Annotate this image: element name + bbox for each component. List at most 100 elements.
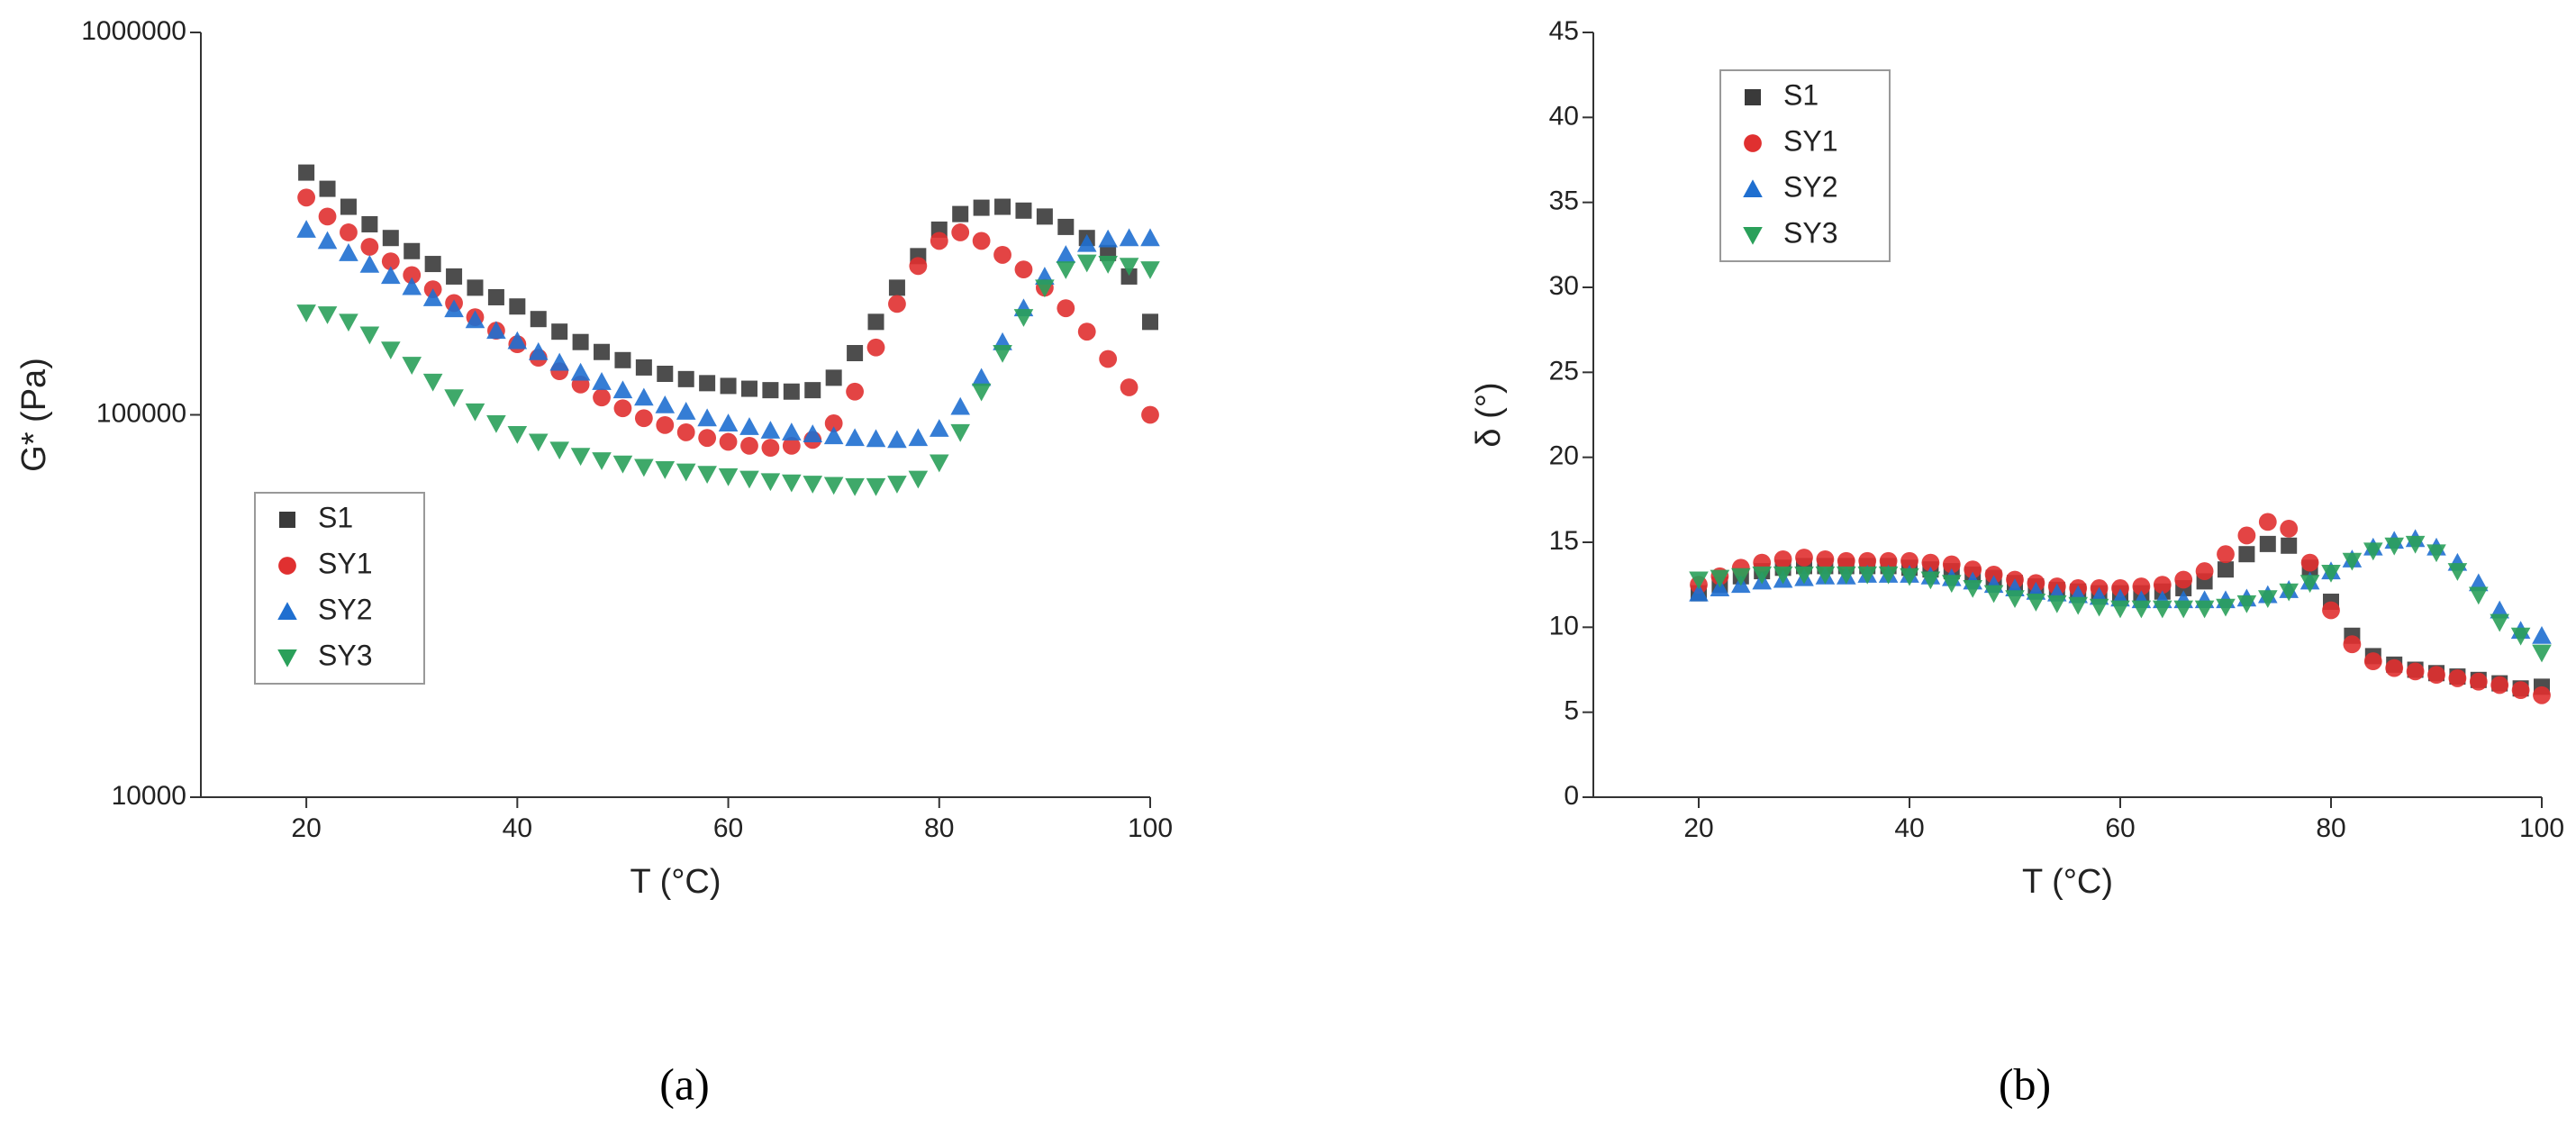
marker [1119,258,1139,277]
series [1690,513,2551,704]
marker [1140,228,1160,247]
marker [2405,535,2426,554]
marker [2533,686,2551,704]
marker [2490,600,2509,619]
marker [634,459,654,477]
marker [951,223,970,241]
marker [2047,595,2067,613]
marker [1035,279,1055,298]
marker [2026,594,2046,612]
marker [278,557,296,575]
legend-label: SY2 [318,593,372,625]
y-tick-label: 20 [1549,441,1579,471]
x-tick-label: 100 [1128,813,1173,843]
marker [846,382,864,401]
marker [1057,299,1075,318]
marker [1120,378,1138,396]
marker [593,388,611,407]
marker [2258,513,2277,531]
marker [1142,313,1158,331]
marker [612,455,633,474]
series [296,220,1160,449]
marker [465,310,485,329]
x-tick-label: 40 [1894,813,1924,843]
y-tick-label: 10 [1549,611,1579,640]
marker [2448,669,2467,687]
marker [1076,254,1097,273]
marker [530,311,547,328]
y-axis-title: G* (Pa) [15,358,53,472]
marker [1984,565,2003,584]
marker [298,164,315,181]
marker [2259,535,2276,552]
marker [782,436,801,455]
marker [1077,322,1096,341]
marker [2532,644,2552,663]
marker [2153,600,2172,619]
marker [1964,560,1982,579]
marker [2406,662,2425,681]
marker [1816,549,1835,568]
marker [1099,350,1118,368]
marker [2447,563,2468,581]
chart-panel: 10000 100000 1000000 20 40 60 80 100 T (°C) G* (P… [15,16,1173,1110]
marker [1057,218,1075,235]
marker [612,380,633,399]
marker [297,188,316,207]
x-axis-title: T (°C) [630,863,721,901]
marker [444,299,464,318]
marker [1098,256,1118,274]
marker [698,429,717,448]
marker [2427,666,2445,685]
marker [1921,553,1940,572]
marker [381,341,401,360]
marker [950,396,970,415]
marker [2281,537,2298,554]
y-tick-label: 25 [1549,356,1579,386]
marker [972,232,991,250]
legend: S1 SY1 SY2 SY3 [1719,69,1891,262]
marker [993,344,1012,363]
marker [1056,245,1076,263]
x-tick-label: 80 [2316,813,2345,843]
y-tick-label: 35 [1549,186,1579,216]
marker [718,413,739,431]
marker [676,402,696,420]
marker [783,383,800,400]
marker [1963,579,1982,598]
legend-label: SY1 [318,547,372,579]
marker [446,268,463,285]
x-axis-title: T (°C) [2022,863,2113,901]
marker [1076,233,1097,252]
marker [1942,575,1962,594]
marker [339,313,358,332]
marker [340,223,358,241]
marker [2363,652,2382,670]
marker [676,423,695,441]
marker [950,423,970,442]
marker [2342,552,2363,571]
marker [1141,405,1159,424]
marker [1013,309,1034,327]
marker [509,298,526,315]
marker [2426,544,2446,563]
marker [465,403,485,422]
marker [339,243,358,261]
marker [2469,672,2488,691]
marker [318,207,337,226]
caption: (b) [1999,1058,2051,1109]
marker [1098,229,1118,248]
marker [2236,595,2257,613]
legend-label: SY3 [1783,216,1837,249]
marker [2279,583,2299,602]
marker [1983,585,2004,604]
marker [296,304,316,322]
marker [825,369,842,386]
marker [952,205,969,222]
marker [2300,553,2319,572]
marker [1773,549,1792,568]
marker [635,359,652,376]
marker [823,477,844,495]
marker [867,313,884,331]
marker [760,421,781,439]
